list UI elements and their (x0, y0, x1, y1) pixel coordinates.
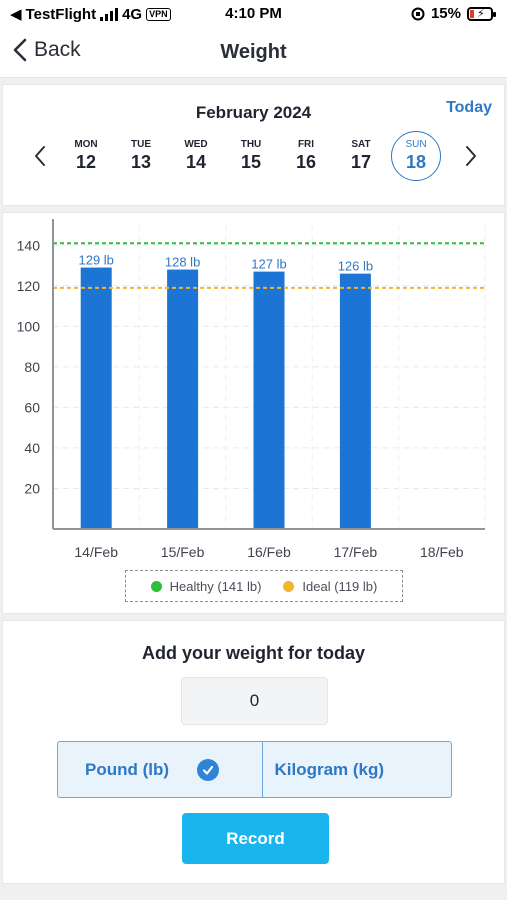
bar (253, 271, 285, 529)
y-tick-label: 20 (24, 480, 40, 496)
day-name: SAT (351, 139, 371, 150)
legend-dot-ideal (283, 580, 295, 592)
vpn-badge: VPN (146, 7, 171, 21)
status-bar: ◀ TestFlight 4G VPN 4:10 PM 15% ⚡ (0, 0, 507, 30)
form-title: Add your weight for today (142, 643, 365, 663)
bar-value-label: 126 lb (338, 259, 373, 274)
today-button[interactable]: Today (446, 99, 492, 116)
x-tick-label: 17/Feb (334, 544, 378, 560)
day-date: 18 (405, 152, 427, 172)
page-title: Weight (220, 41, 287, 63)
day-name: TUE (131, 139, 151, 150)
unit-toggle: Pound (lb) Kilogram (kg) (57, 741, 452, 798)
bar (339, 273, 371, 529)
day-sun-selected[interactable]: SUN 18 (391, 131, 441, 181)
bar (167, 269, 199, 529)
chart-legend: Healthy (141 lb) Ideal (119 lb) (125, 570, 403, 602)
status-right: 15% ⚡ (411, 5, 496, 22)
orientation-lock-icon (411, 7, 425, 20)
y-tick-label: 140 (17, 237, 41, 253)
day-name: MON (74, 139, 98, 150)
x-tick-label: 16/Feb (247, 544, 291, 560)
day-date: 17 (350, 152, 372, 172)
weight-input[interactable] (181, 677, 328, 725)
day-name: FRI (297, 139, 315, 150)
bar-value-label: 127 lb (251, 257, 286, 272)
x-tick-label: 15/Feb (161, 544, 205, 560)
bar-value-label: 129 lb (78, 253, 113, 268)
day-thu[interactable]: THU 15 (226, 139, 276, 173)
day-tue[interactable]: TUE 13 (116, 139, 166, 173)
status-time: 4:10 PM (225, 5, 282, 22)
day-name: SUN (405, 139, 427, 150)
status-left: ◀ TestFlight 4G VPN (10, 5, 171, 23)
add-weight-card: Add your weight for today Pound (lb) Kil… (2, 620, 505, 884)
network-label: 4G (122, 5, 143, 23)
day-date: 16 (295, 152, 317, 172)
x-tick-label: 18/Feb (420, 544, 464, 560)
signal-icon (100, 7, 119, 21)
previous-week-icon[interactable] (31, 143, 49, 169)
unit-kilogram-label: Kilogram (kg) (274, 759, 385, 779)
x-tick-label: 14/Feb (74, 544, 118, 560)
day-mon[interactable]: MON 12 (61, 139, 111, 173)
y-tick-label: 80 (24, 359, 40, 375)
day-date: 12 (75, 152, 97, 172)
unit-pound-label: Pound (lb) (85, 759, 170, 779)
date-selector-card: February 2024 Today MON 12 TUE 13 WED 14… (2, 84, 505, 206)
unit-kilogram-option[interactable]: Kilogram (kg) (263, 742, 452, 797)
day-date: 14 (185, 152, 207, 172)
next-week-icon[interactable] (462, 143, 480, 169)
carrier-label: TestFlight (25, 5, 97, 23)
legend-item-healthy: Healthy (141 lb) (150, 578, 262, 594)
day-date: 13 (130, 152, 152, 172)
legend-dot-healthy (150, 580, 162, 592)
back-to-app-icon[interactable]: ◀ (10, 6, 22, 23)
back-label: Back (34, 38, 81, 61)
month-label: February 2024 (195, 103, 312, 122)
record-button[interactable]: Record (182, 813, 329, 864)
day-date: 15 (240, 152, 262, 172)
legend-label-ideal: Ideal (119 lb) (302, 578, 378, 594)
legend-label-healthy: Healthy (141 lb) (169, 578, 262, 594)
battery-icon: ⚡ (467, 6, 496, 21)
y-tick-label: 60 (24, 399, 40, 415)
back-button[interactable]: Back (12, 38, 81, 62)
day-wed[interactable]: WED 14 (171, 139, 221, 173)
day-fri[interactable]: FRI 16 (281, 139, 331, 173)
nav-bar: Back Weight (0, 30, 507, 78)
day-sat[interactable]: SAT 17 (336, 139, 386, 173)
day-name: WED (184, 139, 208, 150)
day-name: THU (240, 139, 262, 150)
unit-pound-option[interactable]: Pound (lb) (58, 742, 263, 797)
y-tick-label: 40 (24, 440, 40, 456)
legend-item-ideal: Ideal (119 lb) (283, 579, 377, 594)
bar (80, 267, 112, 529)
battery-percent: 15% (430, 5, 461, 22)
weight-bar-chart: 20 40 60 80 100 120 140 129 lb 14/Feb 128 lb 15/Fe… (17, 219, 486, 560)
y-tick-label: 120 (17, 278, 41, 294)
bar-value-label: 128 lb (165, 255, 200, 270)
check-circle-icon (197, 758, 220, 781)
y-tick-label: 100 (17, 318, 41, 334)
weight-chart-card: 20 40 60 80 100 120 140 129 lb 14/Feb 128 lb 15/Fe… (2, 212, 505, 614)
chevron-left-icon (13, 38, 27, 62)
